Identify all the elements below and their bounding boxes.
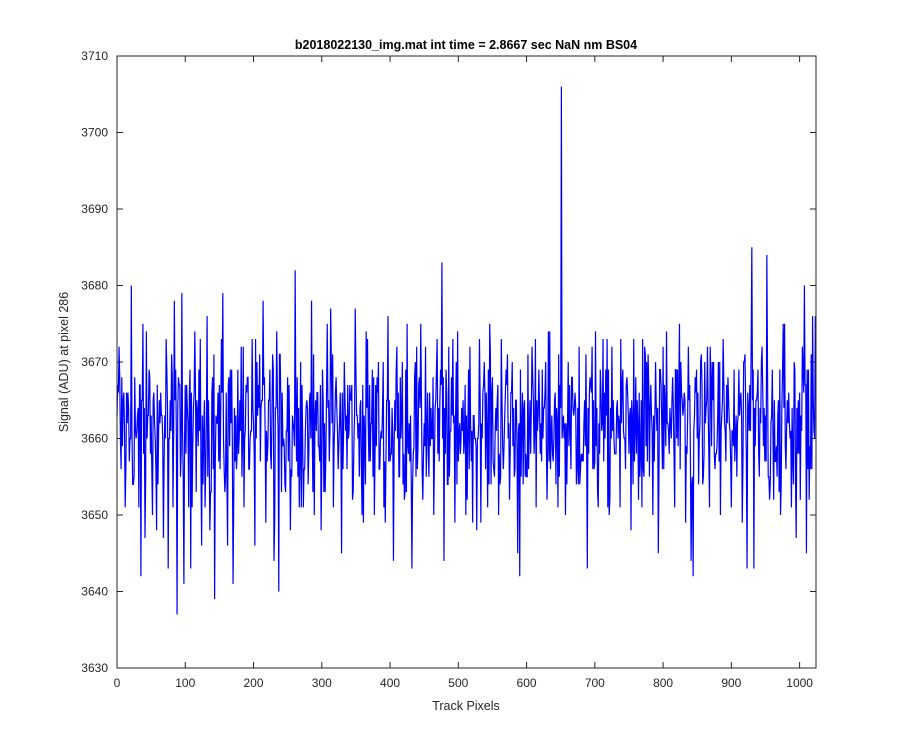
y-tick-label: 3660 — [81, 432, 108, 446]
y-tick-label: 3710 — [81, 49, 108, 63]
x-tick-label: 700 — [585, 676, 605, 690]
y-tick-label: 3700 — [81, 126, 108, 140]
x-tick-label: 800 — [653, 676, 673, 690]
y-tick-label: 3630 — [81, 661, 108, 675]
series-line — [116, 86, 816, 615]
x-tick-label: 600 — [517, 676, 537, 690]
x-axis-label: Track Pixels — [432, 699, 500, 713]
tick-group: 0 100 200 300 400 500 600 700 800 900 1000 3630 3640… — [81, 49, 816, 690]
x-tick-label: 100 — [175, 676, 195, 690]
x-tick-label: 500 — [448, 676, 468, 690]
series-group — [116, 86, 816, 615]
y-tick-label: 3690 — [81, 202, 108, 216]
axes-box — [116, 55, 817, 669]
x-tick-label: 200 — [244, 676, 264, 690]
x-tick-label: 300 — [312, 676, 332, 690]
x-tick-label: 1000 — [786, 676, 813, 690]
x-tick-label: 400 — [380, 676, 400, 690]
x-tick-label: 900 — [721, 676, 741, 690]
chart-title: b2018022130_img.mat int time = 2.8667 se… — [295, 38, 637, 52]
y-tick-label: 3670 — [81, 355, 108, 369]
y-tick-label: 3640 — [81, 585, 108, 599]
y-tick-label: 3680 — [81, 279, 108, 293]
y-axis-label: Signal (ADU) at pixel 286 — [57, 292, 71, 432]
y-tick-label: 3650 — [81, 508, 108, 522]
x-tick-label: 0 — [114, 676, 121, 690]
